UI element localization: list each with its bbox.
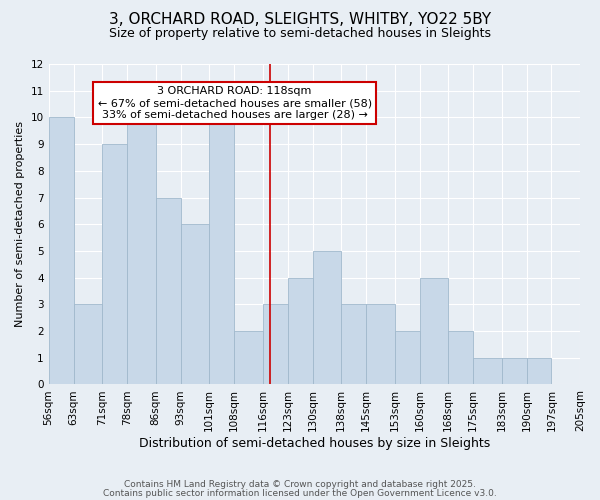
Text: Contains public sector information licensed under the Open Government Licence v3: Contains public sector information licen… <box>103 488 497 498</box>
Bar <box>127 118 155 384</box>
Bar <box>527 358 551 384</box>
Bar <box>234 331 263 384</box>
Bar <box>287 278 313 384</box>
Bar <box>313 251 341 384</box>
Text: Size of property relative to semi-detached houses in Sleights: Size of property relative to semi-detach… <box>109 28 491 40</box>
Bar <box>341 304 366 384</box>
Bar <box>263 304 287 384</box>
Bar <box>74 304 102 384</box>
Text: Contains HM Land Registry data © Crown copyright and database right 2025.: Contains HM Land Registry data © Crown c… <box>124 480 476 489</box>
Bar <box>473 358 502 384</box>
Bar <box>580 358 600 384</box>
Bar <box>502 358 527 384</box>
X-axis label: Distribution of semi-detached houses by size in Sleights: Distribution of semi-detached houses by … <box>139 437 490 450</box>
Y-axis label: Number of semi-detached properties: Number of semi-detached properties <box>15 121 25 327</box>
Bar <box>209 118 234 384</box>
Bar <box>419 278 448 384</box>
Bar <box>181 224 209 384</box>
Text: 3 ORCHARD ROAD: 118sqm
← 67% of semi-detached houses are smaller (58)
33% of sem: 3 ORCHARD ROAD: 118sqm ← 67% of semi-det… <box>98 86 371 120</box>
Bar <box>49 118 74 384</box>
Bar <box>102 144 127 384</box>
Bar <box>366 304 395 384</box>
Bar <box>395 331 419 384</box>
Bar <box>448 331 473 384</box>
Text: 3, ORCHARD ROAD, SLEIGHTS, WHITBY, YO22 5BY: 3, ORCHARD ROAD, SLEIGHTS, WHITBY, YO22 … <box>109 12 491 28</box>
Bar <box>155 198 181 384</box>
